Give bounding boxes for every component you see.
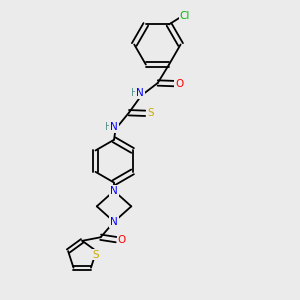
Text: N: N: [110, 122, 118, 132]
Text: N: N: [110, 217, 118, 227]
Text: O: O: [117, 235, 126, 244]
Text: Cl: Cl: [180, 11, 190, 21]
Text: S: S: [92, 250, 99, 260]
Text: N: N: [136, 88, 144, 98]
Text: H: H: [131, 88, 139, 98]
Text: S: S: [147, 108, 154, 118]
Text: O: O: [175, 79, 184, 88]
Text: H: H: [105, 122, 113, 132]
Text: N: N: [110, 186, 118, 196]
